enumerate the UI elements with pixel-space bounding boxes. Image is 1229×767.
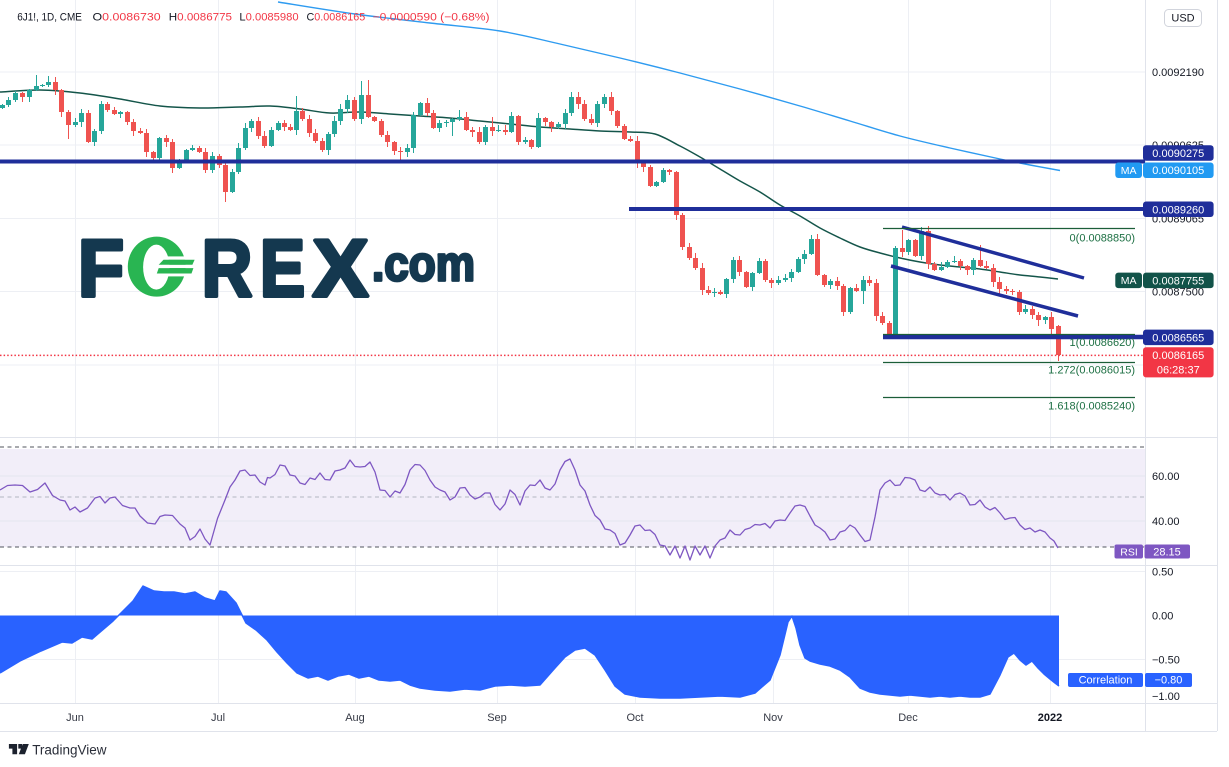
svg-text:F: F	[78, 224, 124, 314]
svg-text:28.15: 28.15	[1153, 547, 1181, 559]
svg-text:6J1!, 1D, CME: 6J1!, 1D, CME	[17, 12, 82, 24]
svg-text:2022: 2022	[1038, 712, 1062, 724]
svg-text:−0.0000590 (−0.68%): −0.0000590 (−0.68%)	[373, 12, 490, 24]
svg-text:R: R	[202, 224, 253, 314]
svg-text:MA: MA	[1121, 165, 1137, 177]
svg-text:Oct: Oct	[626, 712, 643, 724]
svg-text:60.00: 60.00	[1152, 471, 1180, 483]
svg-text:TradingView: TradingView	[32, 743, 107, 758]
svg-text:X: X	[313, 224, 369, 314]
svg-text:0.0087500: 0.0087500	[1152, 287, 1204, 299]
svg-text:O0.0086730: O0.0086730	[93, 12, 161, 24]
svg-text:0.00: 0.00	[1152, 611, 1173, 623]
svg-text:0.0089260: 0.0089260	[1152, 204, 1204, 216]
svg-text:0.0090105: 0.0090105	[1152, 165, 1204, 177]
svg-text:1(0.0086620): 1(0.0086620)	[1070, 337, 1135, 349]
svg-text:E: E	[260, 224, 305, 314]
svg-text:0.0092190: 0.0092190	[1152, 67, 1204, 79]
svg-text:Aug: Aug	[345, 712, 365, 724]
svg-text:C0.0086165: C0.0086165	[307, 12, 366, 24]
svg-text:−0.50: −0.50	[1152, 655, 1180, 667]
svg-text:0.0086165: 0.0086165	[1152, 350, 1204, 362]
svg-text:Nov: Nov	[763, 712, 783, 724]
svg-text:Dec: Dec	[898, 712, 918, 724]
svg-text:06:28:37: 06:28:37	[1157, 365, 1200, 377]
svg-text:RSI: RSI	[1120, 547, 1138, 559]
svg-text:0.0087755: 0.0087755	[1152, 275, 1204, 287]
svg-text:USD: USD	[1171, 13, 1194, 25]
svg-text:0.0086565: 0.0086565	[1152, 332, 1204, 344]
svg-text:H0.0086775: H0.0086775	[169, 12, 232, 24]
svg-text:MA: MA	[1121, 275, 1137, 287]
svg-text:Jun: Jun	[66, 712, 84, 724]
svg-text:Jul: Jul	[211, 712, 225, 724]
svg-text:0.50: 0.50	[1152, 567, 1173, 579]
svg-text:1.272(0.0086015): 1.272(0.0086015)	[1048, 365, 1135, 377]
svg-text:Sep: Sep	[487, 712, 507, 724]
svg-text:L0.0085980: L0.0085980	[239, 12, 298, 24]
svg-text:.com: .com	[372, 238, 475, 292]
svg-text:0.0090275: 0.0090275	[1152, 148, 1204, 160]
svg-text:−0.80: −0.80	[1155, 675, 1183, 687]
svg-text:Correlation: Correlation	[1079, 675, 1133, 687]
svg-text:−1.00: −1.00	[1152, 691, 1180, 703]
svg-text:1.618(0.0085240): 1.618(0.0085240)	[1048, 401, 1135, 413]
svg-text:0(0.0088850): 0(0.0088850)	[1070, 233, 1135, 245]
svg-text:40.00: 40.00	[1152, 516, 1180, 528]
